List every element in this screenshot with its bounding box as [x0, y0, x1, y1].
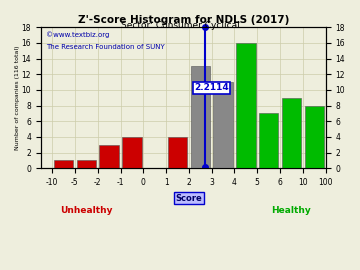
Bar: [190, 66, 210, 168]
Bar: [236, 43, 256, 168]
Bar: [77, 160, 96, 168]
Text: Score: Score: [176, 194, 202, 203]
Text: 2.2114: 2.2114: [194, 83, 229, 92]
Text: Unhealthy: Unhealthy: [60, 206, 113, 215]
Text: The Research Foundation of SUNY: The Research Foundation of SUNY: [46, 44, 165, 50]
Text: ©www.textbiz.org: ©www.textbiz.org: [46, 31, 110, 38]
Text: Healthy: Healthy: [271, 206, 311, 215]
Y-axis label: Number of companies (116 total): Number of companies (116 total): [15, 45, 20, 150]
Bar: [54, 160, 73, 168]
Bar: [99, 145, 119, 168]
Bar: [259, 113, 278, 168]
Bar: [282, 98, 301, 168]
Title: Z'-Score Histogram for NDLS (2017): Z'-Score Histogram for NDLS (2017): [77, 15, 289, 25]
Bar: [122, 137, 141, 168]
Bar: [305, 106, 324, 168]
Text: Sector: Consumer Cyclical: Sector: Consumer Cyclical: [121, 21, 239, 30]
Bar: [168, 137, 187, 168]
Bar: [213, 82, 233, 168]
